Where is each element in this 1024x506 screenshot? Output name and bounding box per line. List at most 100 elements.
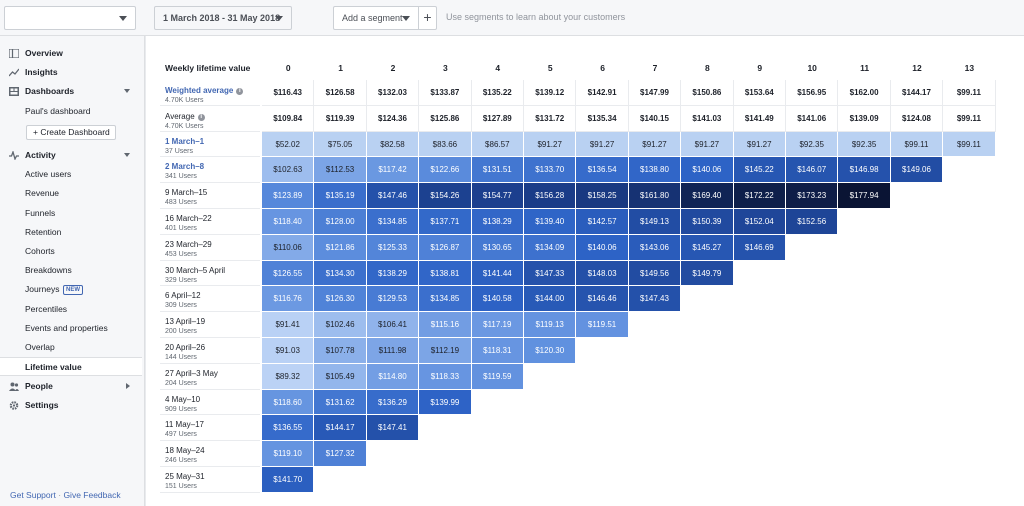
cohort-value-cell: $147.41 xyxy=(366,415,420,442)
stat-cell: $135.22 xyxy=(471,80,524,106)
cohort-users: 200 Users xyxy=(165,328,197,336)
chevron-down-icon xyxy=(119,16,127,21)
cohort-value-cell: $119.59 xyxy=(471,363,524,390)
stat-cell: $109.84 xyxy=(262,105,315,132)
cohort-date-range: 4 May–10 xyxy=(165,394,201,404)
cohort-value-cell: $138.80 xyxy=(628,157,682,184)
cohort-value-cell: $152.04 xyxy=(733,209,786,235)
cohort-row-label: 1 March–1 37 Users xyxy=(160,132,260,158)
sidebar-item-funnels[interactable]: Funnels xyxy=(0,204,142,223)
sidebar-item-events-properties[interactable]: Events and properties xyxy=(0,319,142,338)
cohort-row-label: 20 April–26 144 Users xyxy=(160,338,260,364)
sidebar-item-revenue[interactable]: Revenue xyxy=(0,184,142,203)
cohort-value-cell: $149.06 xyxy=(890,157,944,184)
cohort-value-cell: $152.56 xyxy=(786,209,839,235)
give-feedback-link[interactable]: Give Feedback xyxy=(63,490,121,500)
cohort-value-cell: $52.02 xyxy=(262,131,315,158)
week-header: 6 xyxy=(600,63,605,73)
week-header: 0 xyxy=(285,63,291,73)
date-range-button[interactable]: 1 March 2018 - 31 May 2018 xyxy=(154,6,292,30)
stat-cell: $133.87 xyxy=(419,80,472,106)
sidebar-item-people[interactable]: People xyxy=(0,377,142,396)
cohort-value-cell: $140.06 xyxy=(576,234,629,261)
sidebar-item-settings[interactable]: Settings xyxy=(0,396,142,415)
sidebar-item-cohorts[interactable]: Cohorts xyxy=(0,242,142,261)
add-segment-button[interactable]: Add a segment xyxy=(333,6,419,30)
sidebar-item-label: Dashboards xyxy=(25,86,75,96)
cohort-value-cell: $130.65 xyxy=(471,234,524,261)
sidebar-item-label: Funnels xyxy=(25,208,56,218)
cohort-value-cell: $138.29 xyxy=(366,260,420,287)
cohort-value-cell: $138.81 xyxy=(419,260,472,287)
cohort-row-label: 30 March–5 April 329 Users xyxy=(160,261,260,287)
cohort-value-cell: $134.30 xyxy=(314,260,367,287)
stat-cell: $139.12 xyxy=(524,80,577,106)
cohort-date-range: 1 March–1 xyxy=(165,136,205,146)
week-header: 13 xyxy=(964,63,975,73)
cohort-value-cell: $136.54 xyxy=(576,157,629,184)
cohort-value-cell: $91.27 xyxy=(524,131,577,158)
cohort-value-cell: $141.44 xyxy=(471,260,524,287)
sidebar-item-overlap[interactable]: Overlap xyxy=(0,338,142,357)
cohort-value-cell: $126.30 xyxy=(314,286,367,313)
sidebar-item-active-users[interactable]: Active users xyxy=(0,165,142,184)
sidebar-item-overview[interactable]: Overview xyxy=(0,44,142,63)
cohort-value-cell: $146.69 xyxy=(733,234,786,261)
cohort-row-label: 4 May–10 909 Users xyxy=(160,390,260,416)
cohort-users: 329 Users xyxy=(165,276,197,284)
sidebar-item-activity[interactable]: Activity xyxy=(0,146,142,165)
cohort-row-label: 9 March–15 483 Users xyxy=(160,183,260,209)
app-selector[interactable] xyxy=(4,6,136,30)
week-header: 5 xyxy=(547,63,553,73)
cohort-value-cell: $122.66 xyxy=(419,157,472,184)
cohort-value-cell: $145.27 xyxy=(681,234,734,261)
cohort-date-range: 20 April–26 xyxy=(165,343,206,352)
cohort-value-cell: $117.42 xyxy=(366,157,420,184)
cohort-value-cell: $142.57 xyxy=(576,209,629,235)
cohort-value-cell: $131.51 xyxy=(471,157,524,184)
cohort-value-cell: $116.76 xyxy=(262,286,315,313)
new-badge: NEW xyxy=(63,285,83,295)
week-header: 12 xyxy=(912,63,922,73)
cohort-value-cell: $169.40 xyxy=(681,183,734,209)
sidebar-item-retention[interactable]: Retention xyxy=(0,223,142,242)
cohort-value-cell: $154.77 xyxy=(471,183,524,209)
cohort-row-label: 25 May–31 151 Users xyxy=(160,467,260,493)
sidebar-item-breakdowns[interactable]: Breakdowns xyxy=(0,261,142,280)
cohort-row-label: 23 March–29 453 Users xyxy=(160,235,260,261)
stat-cell: $140.15 xyxy=(628,105,682,132)
sidebar-item-lifetime-value[interactable]: Lifetime value xyxy=(0,357,142,376)
chevron-down-icon xyxy=(124,153,130,157)
sidebar-item-insights[interactable]: Insights xyxy=(0,63,142,82)
sidebar-item-label: Retention xyxy=(25,227,62,237)
cohort-value-cell: $146.07 xyxy=(786,157,839,184)
sidebar-item-percentiles[interactable]: Percentiles xyxy=(0,300,142,319)
cohort-value-cell: $134.09 xyxy=(524,234,577,261)
sidebar-item-label: Journeys xyxy=(25,284,60,294)
cohort-value-cell: $118.60 xyxy=(262,389,315,416)
main-content: Weekly lifetime value 0 1 2 3 4 5 6 7 8 9 10 11 12 13 W… xyxy=(146,36,1024,506)
cohort-users: 909 Users xyxy=(165,405,197,413)
cohort-row-label: 16 March–22 401 Users xyxy=(160,209,260,235)
cohort-value-cell: $119.10 xyxy=(262,441,315,467)
sidebar-item-label: Paul's dashboard xyxy=(25,106,91,116)
cohort-date-range: 23 March–29 xyxy=(165,239,212,249)
week-header: 9 xyxy=(757,63,763,73)
cohort-value-cell: $140.58 xyxy=(471,286,524,313)
create-dashboard-button[interactable]: + Create Dashboard xyxy=(26,125,116,140)
cohort-value-cell: $91.41 xyxy=(262,312,315,338)
date-range-label: 1 March 2018 - 31 May 2018 xyxy=(163,13,281,23)
cohort-value-cell: $135.19 xyxy=(314,183,367,209)
trend-icon xyxy=(9,68,19,77)
sidebar-item-journeys[interactable]: Journeys NEW xyxy=(0,280,142,299)
sidebar-item-label: People xyxy=(25,381,53,391)
cohort-value-cell: $99.11 xyxy=(943,131,996,158)
get-support-link[interactable]: Get Support xyxy=(10,490,56,500)
sidebar-item-label: Insights xyxy=(25,67,58,77)
cohort-value-cell: $134.85 xyxy=(366,209,420,235)
add-segment-plus-button[interactable]: + xyxy=(418,6,437,30)
cohort-date-range: 11 May–17 xyxy=(165,420,204,430)
chevron-down-icon xyxy=(124,89,130,93)
sidebar-item-pauls-dashboard[interactable]: Paul's dashboard xyxy=(0,102,142,121)
sidebar-item-dashboards[interactable]: Dashboards xyxy=(0,82,142,101)
